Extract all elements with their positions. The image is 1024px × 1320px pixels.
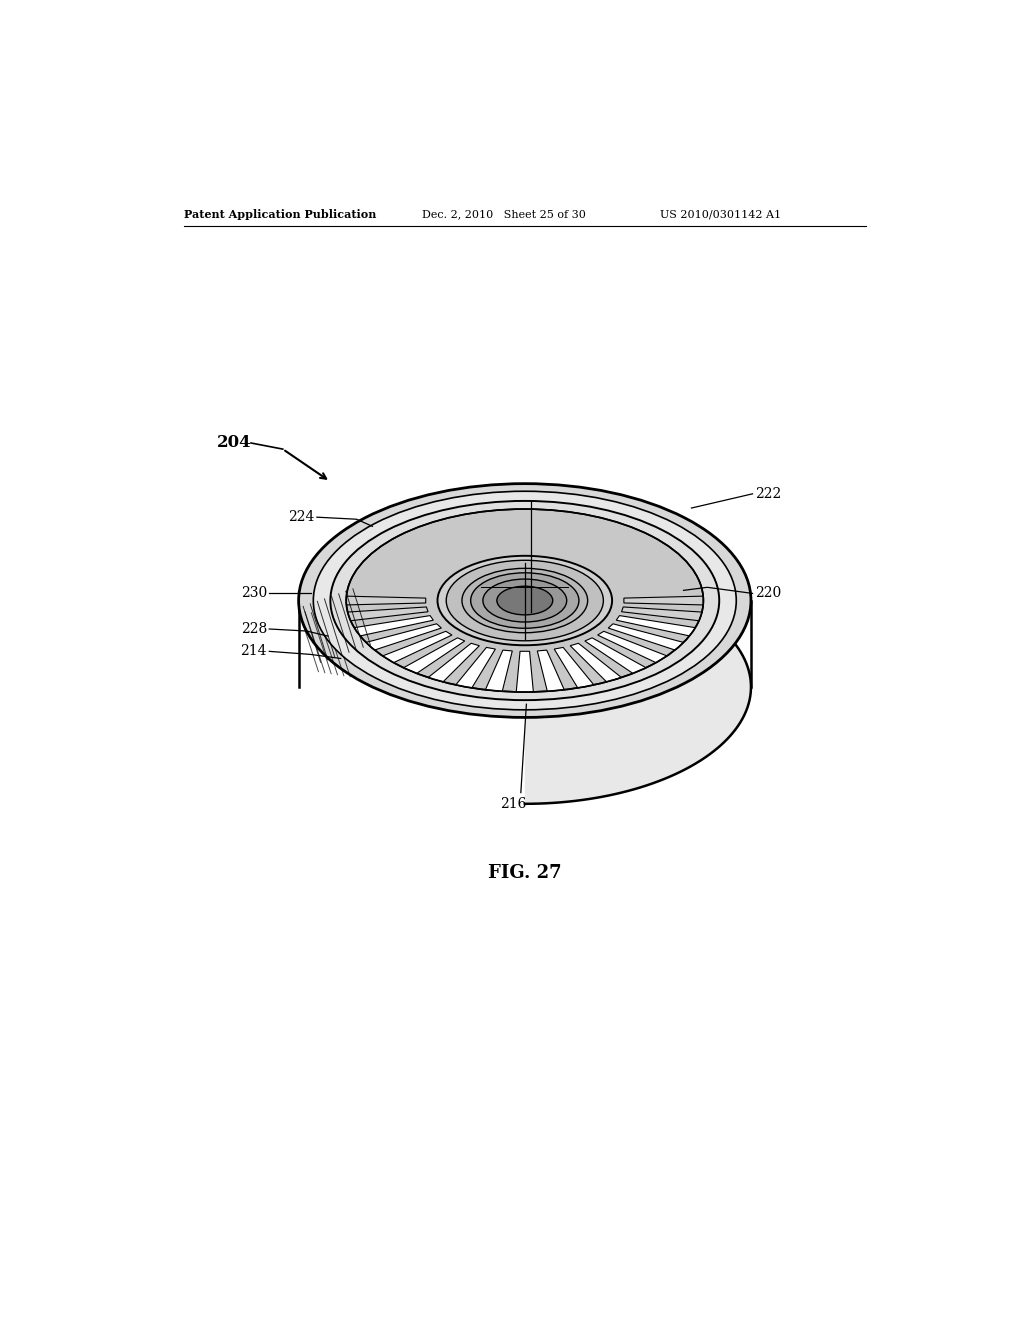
- Polygon shape: [524, 483, 751, 804]
- Polygon shape: [456, 647, 496, 688]
- Text: 222: 222: [755, 487, 781, 500]
- Polygon shape: [383, 631, 452, 663]
- Text: US 2010/0301142 A1: US 2010/0301142 A1: [659, 210, 781, 219]
- Polygon shape: [598, 631, 667, 663]
- Ellipse shape: [299, 483, 751, 718]
- Text: 228: 228: [241, 622, 267, 636]
- Ellipse shape: [437, 556, 612, 645]
- Polygon shape: [354, 615, 433, 636]
- Text: Dec. 2, 2010   Sheet 25 of 30: Dec. 2, 2010 Sheet 25 of 30: [422, 210, 586, 219]
- Text: 216: 216: [500, 797, 526, 810]
- Polygon shape: [608, 624, 684, 649]
- Text: FIG. 27: FIG. 27: [488, 863, 561, 882]
- Ellipse shape: [331, 500, 719, 700]
- Polygon shape: [585, 638, 646, 673]
- Polygon shape: [554, 647, 594, 688]
- Polygon shape: [516, 651, 534, 692]
- Text: 224: 224: [288, 511, 314, 524]
- Ellipse shape: [497, 586, 553, 615]
- Polygon shape: [622, 607, 701, 620]
- Ellipse shape: [471, 573, 579, 628]
- Ellipse shape: [462, 569, 588, 632]
- Polygon shape: [538, 651, 564, 692]
- Ellipse shape: [446, 560, 603, 640]
- Polygon shape: [428, 643, 479, 682]
- Text: 214: 214: [241, 644, 267, 659]
- Text: 230: 230: [241, 586, 267, 601]
- Polygon shape: [348, 607, 428, 620]
- Polygon shape: [616, 615, 695, 636]
- Text: Patent Application Publication: Patent Application Publication: [183, 209, 376, 220]
- Polygon shape: [366, 624, 441, 649]
- Text: 204: 204: [216, 434, 251, 451]
- Ellipse shape: [346, 510, 703, 692]
- Polygon shape: [570, 643, 622, 682]
- Text: 220: 220: [755, 586, 781, 601]
- Ellipse shape: [313, 491, 736, 710]
- Polygon shape: [624, 597, 703, 605]
- Polygon shape: [346, 597, 426, 605]
- Polygon shape: [403, 638, 465, 673]
- Polygon shape: [485, 651, 512, 692]
- Ellipse shape: [483, 579, 566, 622]
